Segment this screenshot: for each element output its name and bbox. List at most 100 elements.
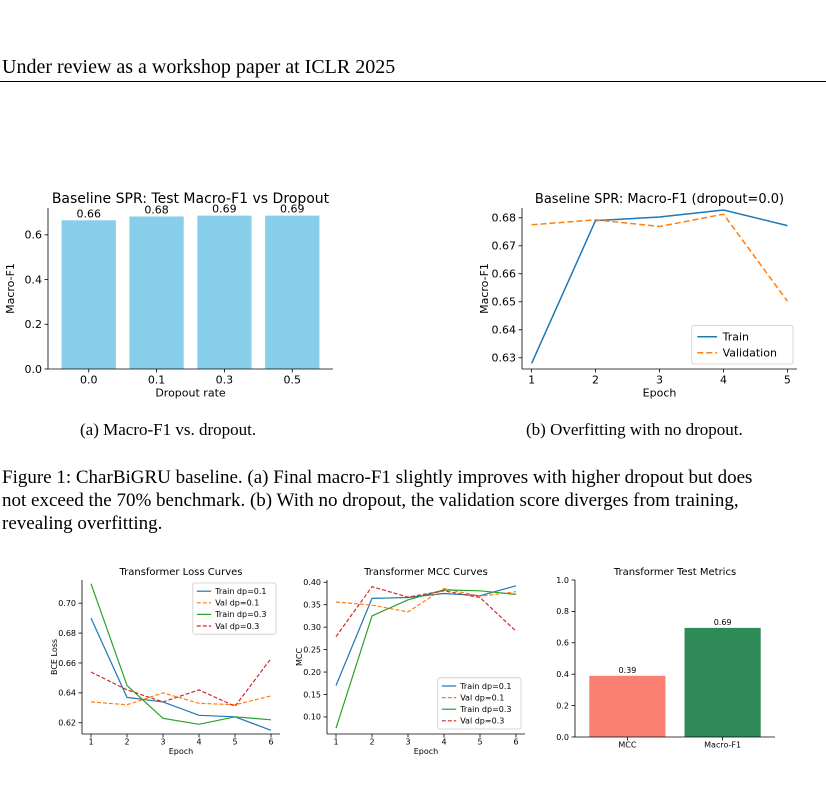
legend-label: Train dp=0.3	[459, 705, 511, 714]
y-tick-label: 0.40	[303, 578, 321, 587]
y-axis-label: MCC	[295, 648, 304, 666]
series-line	[532, 214, 788, 301]
legend-label: Train dp=0.1	[459, 682, 511, 691]
x-axis-label: Epoch	[169, 747, 194, 756]
x-axis-label: Epoch	[643, 387, 677, 400]
x-tick-label: 5	[232, 737, 237, 746]
y-tick-label: 0.0	[556, 733, 569, 742]
bar-value-label: 0.66	[76, 207, 101, 220]
x-tick-label: 5	[477, 737, 482, 746]
series-line	[91, 618, 271, 730]
chart-title: Baseline SPR: Macro-F1 (dropout=0.0)	[535, 192, 784, 207]
x-tick-label: 0.1	[148, 373, 166, 386]
y-axis-label: Macro-F1	[478, 263, 491, 314]
y-tick-label: 0.6	[25, 229, 43, 242]
legend-label: Val dp=0.3	[215, 622, 259, 631]
x-tick-label: 2	[124, 737, 129, 746]
figure-1-caption: Figure 1: CharBiGRU baseline. (a) Final …	[2, 466, 826, 535]
bar	[197, 216, 251, 369]
y-axis-label: BCE Loss	[50, 639, 59, 675]
chart-title: Baseline SPR: Test Macro-F1 vs Dropout	[52, 191, 330, 207]
x-axis-label: Epoch	[414, 747, 439, 756]
running-header: Under review as a workshop paper at ICLR…	[2, 56, 395, 79]
caption-line-1: Figure 1: CharBiGRU baseline. (a) Final …	[2, 466, 826, 489]
bar	[62, 220, 116, 369]
series-line	[336, 587, 516, 637]
x-tick-label: 1	[333, 737, 338, 746]
y-axis-label: Macro-F1	[4, 263, 17, 314]
x-tick-label: 6	[268, 737, 273, 746]
x-tick-label: 1	[88, 737, 93, 746]
bar	[589, 676, 665, 737]
x-tick-label: 4	[720, 373, 727, 386]
bar	[265, 216, 319, 369]
y-tick-label: 0.68	[58, 629, 76, 638]
y-tick-label: 0.67	[492, 240, 517, 253]
x-tick-label: 2	[369, 737, 374, 746]
chart-title: Transformer Loss Curves	[118, 567, 242, 578]
bar	[685, 628, 761, 737]
legend-label: Val dp=0.1	[215, 599, 259, 608]
x-tick-label: Macro-F1	[704, 740, 741, 749]
caption-line-3: revealing overfitting.	[2, 512, 826, 535]
y-tick-label: 0.20	[303, 668, 321, 677]
x-tick-label: 2	[592, 373, 599, 386]
bar-value-label: 0.39	[618, 666, 636, 675]
y-tick-label: 0.0	[25, 363, 43, 376]
x-tick-label: MCC	[618, 740, 636, 749]
x-tick-label: 4	[441, 737, 446, 746]
y-tick-label: 0.2	[556, 701, 569, 710]
x-tick-label: 3	[160, 737, 165, 746]
subcaption-a: (a) Macro-F1 vs. dropout.	[80, 420, 256, 440]
subcaption-b: (b) Overfitting with no dropout.	[526, 420, 743, 440]
y-tick-label: 0.6	[556, 639, 569, 648]
x-axis-label: Dropout rate	[155, 387, 226, 400]
y-tick-label: 0.64	[58, 689, 76, 698]
x-tick-label: 0.3	[216, 373, 234, 386]
x-tick-label: 0.0	[80, 373, 98, 386]
legend-label: Val dp=0.1	[460, 693, 504, 702]
chart-dropout-bar: 0.66 0.0 0.68 0.1 0.69 0.3 0.69 0.5 0.0 0.2 0.4 0.6…	[0, 180, 345, 405]
legend-label: Train	[722, 331, 749, 344]
chart-transformer-loss: 1 2 3 4 5 6 0.62 0.64 0.66 0.68 0.70 Transformer Lo…	[40, 562, 290, 767]
y-tick-label: 0.65	[492, 296, 517, 309]
y-tick-label: 0.62	[58, 719, 76, 728]
x-tick-label: 1	[528, 373, 535, 386]
y-tick-label: 0.25	[303, 645, 321, 654]
legend-label: Val dp=0.3	[460, 717, 504, 726]
x-tick-label: 3	[405, 737, 410, 746]
x-tick-label: 0.5	[284, 373, 302, 386]
legend-label: Validation	[723, 347, 777, 360]
x-tick-label: 3	[656, 373, 663, 386]
y-tick-label: 0.70	[58, 599, 76, 608]
chart-transformer-mcc: 1 2 3 4 5 6 0.10 0.15 0.20 0.25 0.30 0.35 0.40 Transf…	[285, 562, 535, 767]
chart-transformer-test-metrics: 0.39 MCC 0.69 Macro-F1 0.0 0.2 0.4 0.6 0.8 1.0 Tra…	[545, 562, 785, 767]
header-rule	[0, 81, 826, 82]
y-tick-label: 0.30	[303, 623, 321, 632]
legend-label: Train dp=0.3	[214, 610, 266, 619]
y-tick-label: 0.64	[492, 324, 517, 337]
x-tick-label: 5	[784, 373, 791, 386]
bar-value-label: 0.69	[714, 618, 732, 627]
y-tick-label: 0.4	[25, 273, 43, 286]
y-tick-label: 0.63	[492, 352, 517, 365]
y-tick-label: 0.2	[25, 318, 43, 331]
caption-line-2: not exceed the 70% benchmark. (b) With n…	[2, 489, 826, 512]
chart-macro-f1-line: 1 2 3 4 5 0.63 0.64 0.65 0.66 0.67 0.68 Baseline SP…	[470, 180, 810, 405]
legend-label: Train dp=0.1	[214, 587, 266, 596]
x-tick-label: 6	[513, 737, 518, 746]
y-tick-label: 0.10	[303, 713, 321, 722]
chart-title: Transformer Test Metrics	[613, 567, 736, 578]
x-tick-label: 4	[196, 737, 201, 746]
chart-title: Transformer MCC Curves	[363, 567, 488, 578]
y-tick-label: 0.66	[58, 659, 76, 668]
y-tick-label: 0.68	[492, 212, 517, 225]
y-tick-label: 0.35	[303, 600, 321, 609]
series-line	[91, 659, 271, 707]
y-tick-label: 0.8	[556, 607, 569, 616]
y-tick-label: 0.15	[303, 690, 321, 699]
y-tick-label: 0.4	[556, 670, 569, 679]
bar	[129, 216, 183, 369]
y-tick-label: 0.66	[492, 268, 517, 281]
y-tick-label: 1.0	[556, 576, 569, 585]
